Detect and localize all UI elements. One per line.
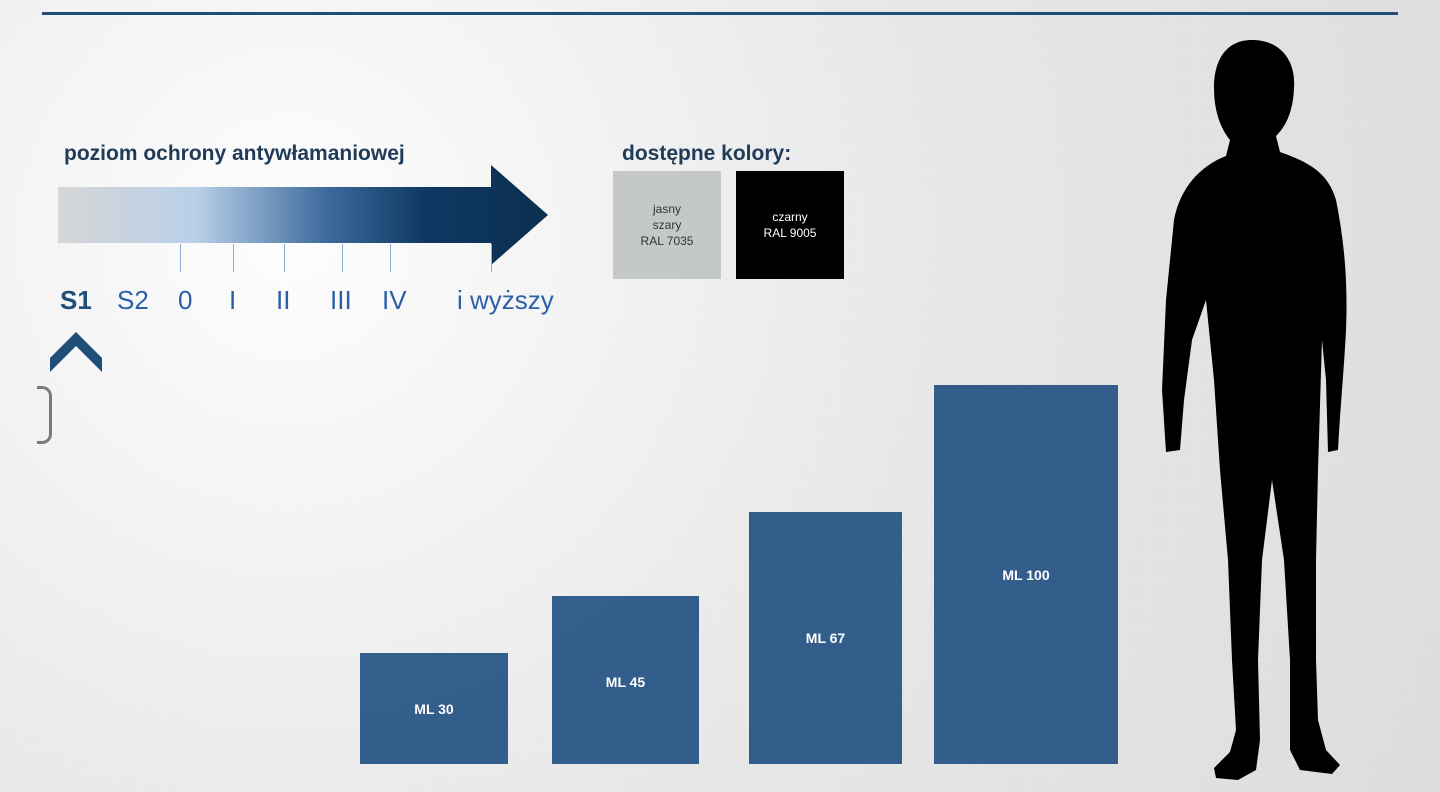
bar-ml67: ML 67 xyxy=(749,512,902,764)
swatch-text: szary xyxy=(652,218,682,232)
level-ii: II xyxy=(276,285,291,315)
person-silhouette-icon xyxy=(1162,40,1347,780)
level-iv: IV xyxy=(382,285,407,315)
door-handle-icon xyxy=(37,386,52,444)
chevron-up-icon xyxy=(50,332,102,372)
level-tick xyxy=(233,244,234,272)
bar-ml100: ML 100 xyxy=(934,385,1118,764)
swatch-ral-code: RAL 7035 xyxy=(640,234,694,248)
colors-heading: dostępne kolory: xyxy=(622,142,792,165)
bar-ml45: ML 45 xyxy=(552,596,699,764)
swatch-ral-code: RAL 9005 xyxy=(763,226,817,240)
color-swatch-black: czarny RAL 9005 xyxy=(736,171,844,279)
swatch-text: czarny xyxy=(772,210,808,224)
level-tick xyxy=(180,244,181,272)
level-tick xyxy=(491,244,492,272)
levels-heading: poziom ochrony antywłamaniowej xyxy=(64,142,405,165)
swatch-text: jasny xyxy=(652,202,681,216)
level-tick xyxy=(390,244,391,272)
level-tick xyxy=(284,244,285,272)
level-tick xyxy=(342,244,343,272)
bar-ml30: ML 30 xyxy=(360,653,508,764)
bar-label: ML 67 xyxy=(805,630,846,646)
protection-level-arrow xyxy=(58,165,548,265)
level-0: 0 xyxy=(178,285,193,315)
bar-label: ML 100 xyxy=(1002,567,1050,583)
bar-label: ML 30 xyxy=(414,700,454,717)
top-rule xyxy=(42,12,1398,15)
level-iii: III xyxy=(330,285,352,315)
level-s1: S1 xyxy=(60,285,92,315)
level-higher: i wyższy xyxy=(457,285,554,315)
color-swatch-light-grey: jasny szary RAL 7035 xyxy=(613,171,721,279)
level-i: I xyxy=(229,285,237,315)
bar-label: ML 45 xyxy=(605,674,646,690)
level-s2: S2 xyxy=(117,285,149,315)
